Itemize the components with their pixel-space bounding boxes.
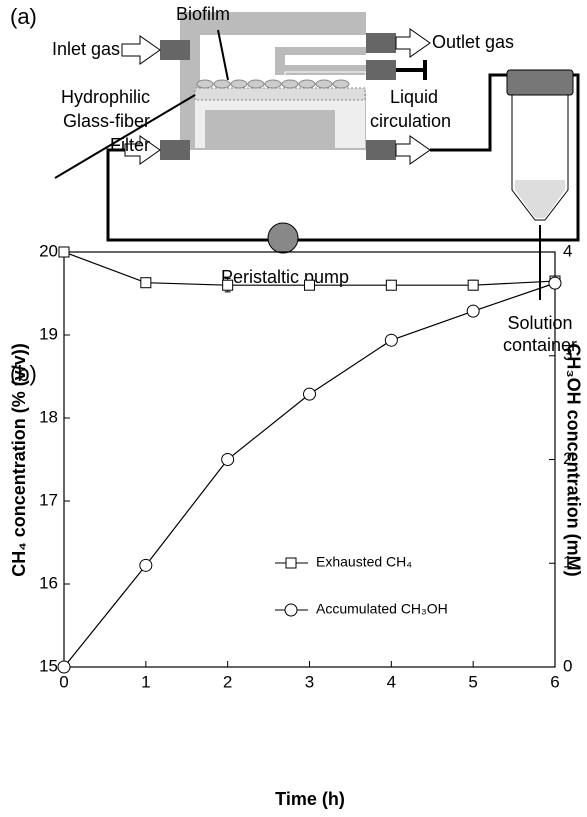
page: (a) Biofilm Inlet gas Outlet gas Hydroph…: [0, 0, 587, 817]
data-point: [305, 280, 315, 290]
x-tick-label: 1: [141, 672, 150, 691]
x-tick-label: 5: [468, 672, 477, 691]
data-point: [549, 277, 561, 289]
chart: (b) Time (h) CH₄ concentration (% (v/v))…: [9, 241, 584, 808]
outlet-port: [366, 33, 396, 53]
y2-tick-label: 0: [563, 656, 572, 675]
legend-label: Exhausted CH₄: [316, 554, 412, 570]
arrow: [396, 29, 430, 57]
y2-tick-label: 2: [563, 449, 572, 468]
label: Outlet gas: [432, 32, 514, 52]
label: Inlet gas: [52, 39, 120, 59]
y2-tick-label: 4: [563, 241, 572, 260]
y2-tick-label: 1: [563, 553, 572, 572]
base: [205, 110, 335, 148]
data-point: [140, 559, 152, 571]
series-line: [64, 283, 555, 667]
data-point: [385, 334, 397, 346]
arrow: [122, 36, 160, 64]
channel: [285, 55, 366, 65]
y2-tick-label: 3: [563, 345, 572, 364]
data-point: [468, 280, 478, 290]
y-tick-label: 20: [39, 241, 58, 260]
label: Glass-fiber: [63, 111, 150, 131]
label: Peristaltic pump: [221, 267, 349, 287]
data-point: [467, 305, 479, 317]
data-point: [141, 278, 151, 288]
label: circulation: [370, 111, 451, 131]
y-tick-label: 19: [39, 324, 58, 343]
data-point: [59, 247, 69, 257]
legend-label: Accumulated CH₃OH: [316, 601, 448, 617]
label: Solution: [507, 313, 572, 333]
x-tick-label: 4: [387, 672, 396, 691]
y-axis-label: CH₄ concentration (% (v/v)): [9, 343, 29, 577]
biofilm-cells: [197, 80, 349, 88]
x-axis-label: Time (h): [275, 789, 345, 809]
channel: [275, 35, 366, 47]
x-tick-label: 0: [59, 672, 68, 691]
data-point: [58, 661, 70, 673]
diagram: (a) Biofilm Inlet gas Outlet gas Hydroph…: [10, 4, 578, 355]
legend-marker: [285, 604, 297, 616]
figure: (a) Biofilm Inlet gas Outlet gas Hydroph…: [0, 0, 587, 812]
y-tick-label: 15: [39, 656, 58, 675]
label: Biofilm: [176, 4, 230, 24]
data-point: [386, 280, 396, 290]
filter: [195, 88, 365, 100]
inlet-port: [160, 40, 190, 60]
cavity: [200, 35, 275, 75]
valve: [396, 60, 425, 80]
data-point: [304, 388, 316, 400]
panel-label: (a): [10, 4, 37, 29]
port: [160, 140, 190, 160]
y-tick-label: 17: [39, 490, 58, 509]
legend-marker: [286, 558, 296, 568]
x-tick-label: 3: [305, 672, 314, 691]
pump: [268, 223, 298, 253]
port: [366, 60, 396, 80]
y-tick-label: 16: [39, 573, 58, 592]
arrow: [396, 136, 430, 164]
plot-frame: [64, 252, 555, 667]
solution: [515, 180, 565, 218]
label: Liquid: [390, 87, 438, 107]
port: [366, 140, 396, 160]
label: Filter: [110, 135, 150, 155]
y-tick-label: 18: [39, 407, 58, 426]
x-tick-label: 6: [550, 672, 559, 691]
data-point: [223, 280, 233, 290]
container-cap: [507, 70, 573, 95]
x-tick-label: 2: [223, 672, 232, 691]
label: Hydrophilic: [61, 87, 150, 107]
data-point: [222, 454, 234, 466]
